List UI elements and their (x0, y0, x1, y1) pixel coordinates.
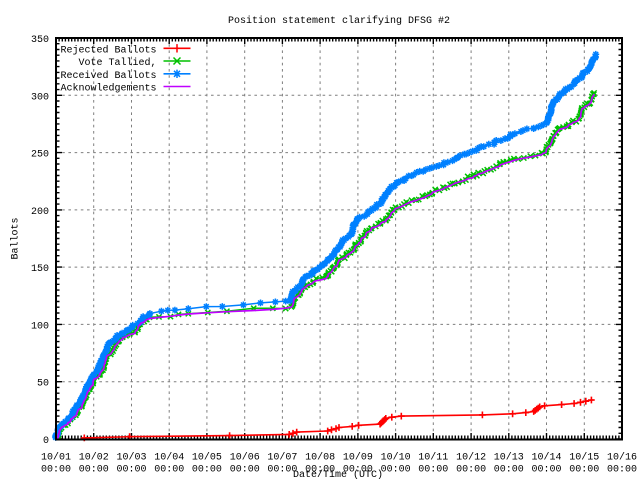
svg-text:Position statement clarifying: Position statement clarifying DFSG #2 (228, 15, 450, 27)
svg-text:10/13: 10/13 (494, 452, 524, 464)
svg-text:350: 350 (31, 35, 49, 46)
svg-text:10/11: 10/11 (418, 452, 448, 464)
svg-text:10/09: 10/09 (343, 452, 373, 464)
svg-text:Acknowledgements: Acknowledgements (60, 83, 156, 95)
svg-text:300: 300 (31, 92, 49, 103)
svg-text:Date/Time (UTC): Date/Time (UTC) (293, 469, 383, 480)
svg-text:10/04: 10/04 (154, 452, 184, 464)
svg-text:00:00: 00:00 (230, 465, 260, 476)
svg-text:00:00: 00:00 (267, 465, 297, 476)
svg-text:00:00: 00:00 (343, 465, 373, 476)
svg-text:250: 250 (31, 150, 49, 161)
svg-text:10/16: 10/16 (607, 452, 637, 464)
svg-text:00:00: 00:00 (607, 465, 637, 476)
svg-text:10/10: 10/10 (381, 452, 411, 464)
svg-text:00:00: 00:00 (79, 465, 109, 476)
svg-text:00:00: 00:00 (192, 465, 222, 476)
svg-text:10/08: 10/08 (305, 452, 335, 464)
svg-text:00:00: 00:00 (494, 465, 524, 476)
svg-text:10/03: 10/03 (116, 452, 146, 464)
svg-text:00:00: 00:00 (381, 465, 411, 476)
svg-text:Rejected Ballots: Rejected Ballots (60, 44, 156, 56)
svg-text:Vote Tallied,: Vote Tallied, (78, 57, 156, 69)
svg-text:00:00: 00:00 (41, 465, 71, 476)
svg-text:10/02: 10/02 (79, 452, 109, 464)
svg-text:00:00: 00:00 (116, 465, 146, 476)
svg-text:150: 150 (31, 264, 49, 275)
svg-text:00:00: 00:00 (418, 465, 448, 476)
svg-text:Received Ballots: Received Ballots (60, 70, 156, 82)
svg-text:10/01: 10/01 (41, 452, 71, 464)
svg-text:Ballots: Ballots (10, 217, 22, 259)
svg-text:10/07: 10/07 (267, 452, 297, 464)
svg-text:10/14: 10/14 (531, 452, 561, 464)
svg-text:10/15: 10/15 (569, 452, 599, 464)
svg-text:00:00: 00:00 (154, 465, 184, 476)
svg-text:00:00: 00:00 (569, 465, 599, 476)
svg-text:0: 0 (43, 436, 49, 447)
svg-text:10/12: 10/12 (456, 452, 486, 464)
svg-text:100: 100 (31, 321, 49, 332)
svg-text:10/05: 10/05 (192, 452, 222, 464)
svg-text:00:00: 00:00 (305, 465, 335, 476)
svg-text:10/06: 10/06 (230, 452, 260, 464)
svg-text:200: 200 (31, 207, 49, 218)
svg-text:50: 50 (37, 379, 49, 390)
svg-text:00:00: 00:00 (531, 465, 561, 476)
svg-text:00:00: 00:00 (456, 465, 486, 476)
